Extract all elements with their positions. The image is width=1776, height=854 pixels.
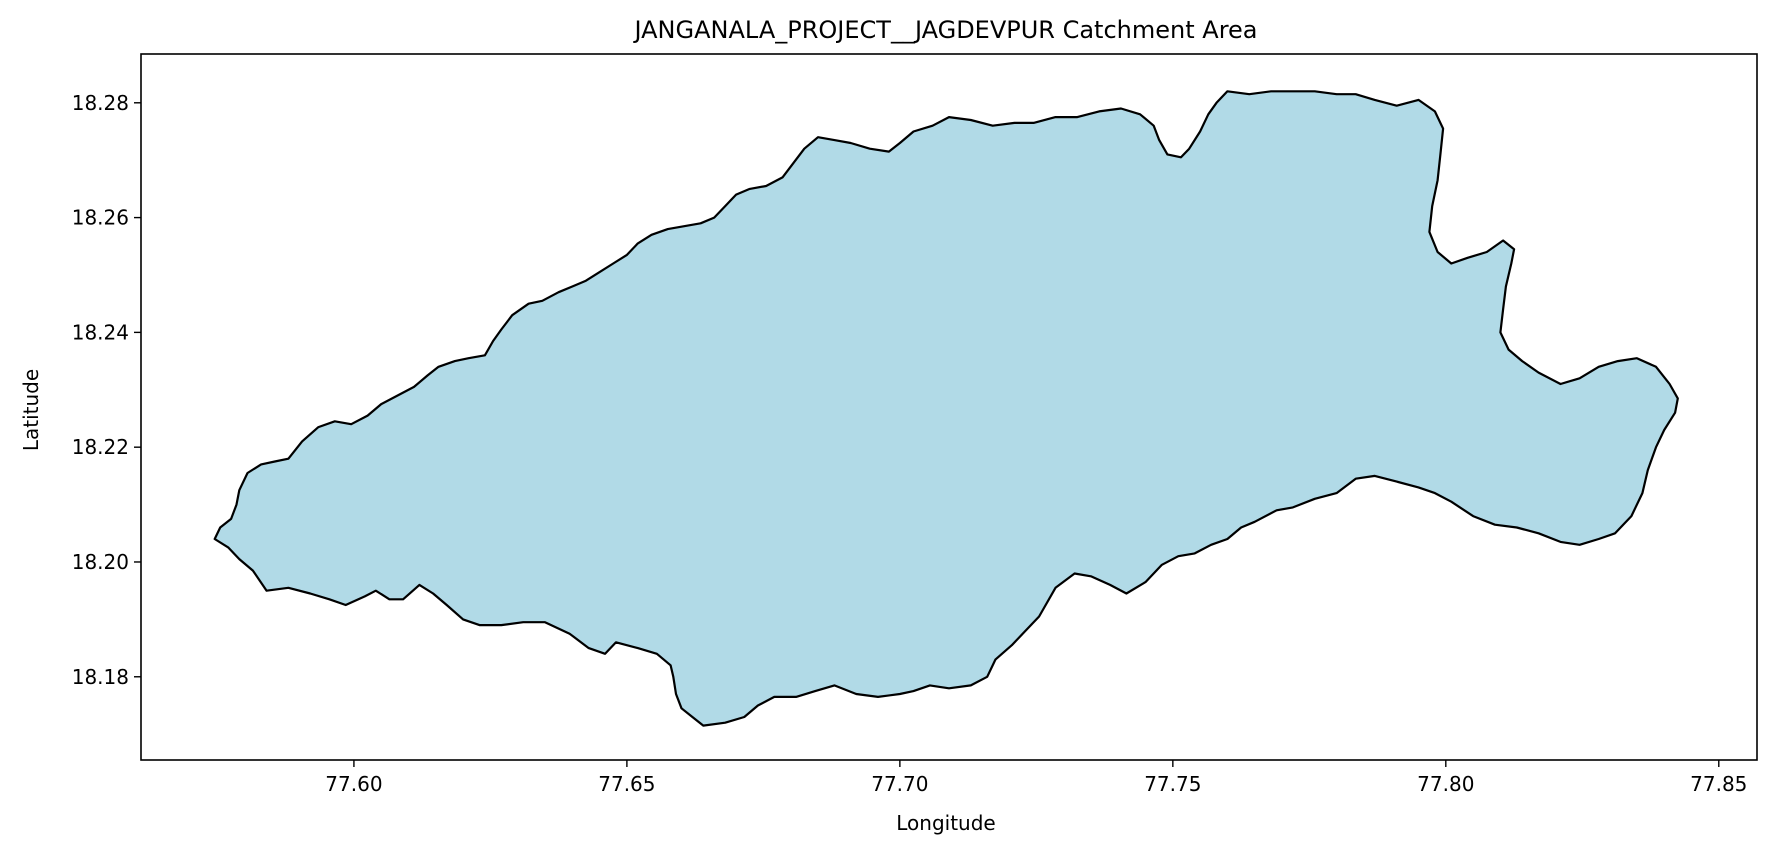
x-tick-label: 77.85 bbox=[1690, 772, 1747, 796]
y-tick-label: 18.28 bbox=[72, 91, 129, 115]
x-axis-ticks: 77.60 77.65 77.70 77.75 77.80 77.85 bbox=[325, 760, 1747, 796]
map-title: JANGANALA_PROJECT__JAGDEVPUR Catchment A… bbox=[632, 16, 1257, 44]
catchment-area-polygon bbox=[213, 90, 1679, 727]
plot-area bbox=[213, 90, 1679, 727]
x-axis-label: Longitude bbox=[896, 811, 995, 835]
y-tick-label: 18.20 bbox=[72, 550, 129, 574]
x-tick-label: 77.75 bbox=[1144, 772, 1201, 796]
x-tick-label: 77.80 bbox=[1417, 772, 1474, 796]
x-tick-label: 77.60 bbox=[325, 772, 382, 796]
axes-frame bbox=[140, 53, 1758, 761]
y-axis-label: Latitude bbox=[19, 369, 43, 451]
y-tick-label: 18.18 bbox=[72, 665, 129, 689]
x-tick-label: 77.70 bbox=[871, 772, 928, 796]
y-axis-ticks: 18.18 18.20 18.22 18.24 18.26 18.28 bbox=[72, 91, 141, 689]
y-tick-label: 18.24 bbox=[72, 320, 129, 344]
y-tick-label: 18.26 bbox=[72, 206, 129, 230]
y-tick-label: 18.22 bbox=[72, 435, 129, 459]
x-tick-label: 77.65 bbox=[598, 772, 655, 796]
